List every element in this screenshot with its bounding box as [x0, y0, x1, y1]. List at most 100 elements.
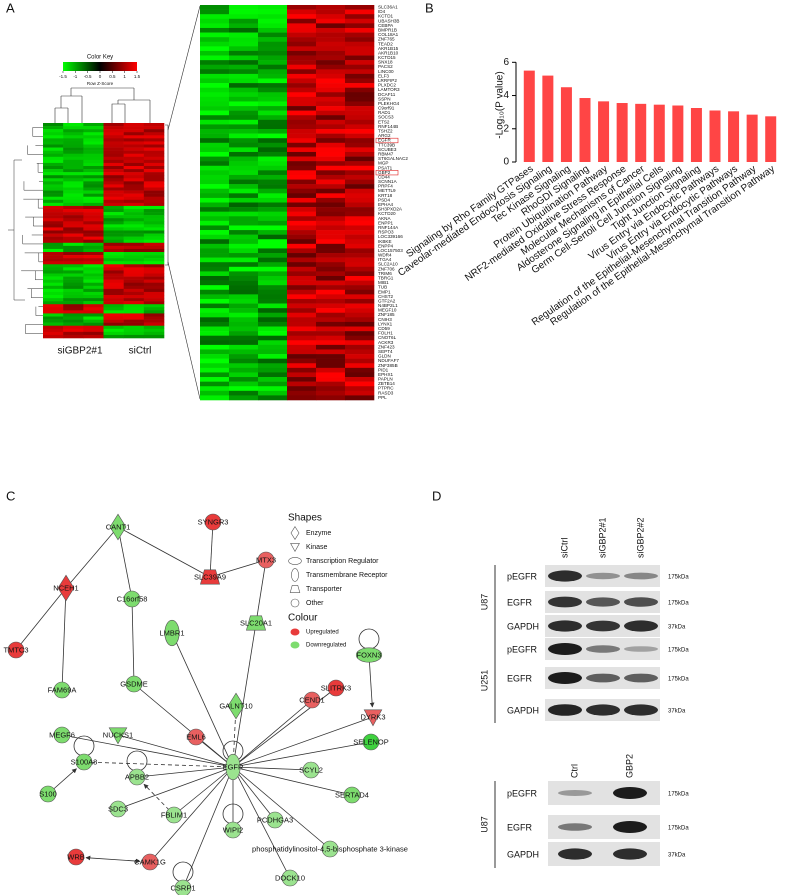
heatmap-cell: [229, 138, 259, 144]
heatmap-cell: [345, 193, 375, 199]
node-label: PCDHGA3: [257, 815, 293, 824]
heatmap-cell: [316, 83, 346, 88]
heatmap-cell: [316, 220, 346, 226]
heatmap-cell: [316, 23, 346, 29]
heatmap-cell: [229, 119, 259, 125]
heatmap-cell: [143, 196, 165, 201]
heatmap-cell: [43, 218, 64, 222]
heatmap-cell: [229, 372, 259, 378]
heatmap-cell: [103, 187, 124, 191]
heatmap-cell: [63, 156, 84, 161]
heatmap-cell: [345, 253, 375, 258]
heatmap-cell: [316, 234, 346, 240]
heatmap-cell: [63, 313, 84, 317]
heatmap-cell: [83, 236, 104, 241]
heatmap-cell: [229, 188, 259, 194]
heatmap-cell: [63, 159, 84, 164]
heatmap-cell: [316, 193, 346, 199]
heatmap-cell: [200, 257, 230, 263]
gene-label: IKBKE: [378, 239, 392, 244]
heatmap-cell: [316, 60, 346, 66]
heatmap-cell: [229, 211, 259, 217]
heatmap-cell: [229, 92, 259, 98]
heatmap-cell: [143, 215, 165, 219]
heatmap-cell: [229, 335, 259, 341]
heatmap-cell: [229, 308, 259, 314]
heatmap-cell: [103, 166, 124, 170]
heatmap-cell: [43, 261, 64, 265]
heatmap-cell: [287, 289, 317, 295]
heatmap-cell: [63, 175, 84, 179]
heatmap-cell: [103, 169, 124, 173]
heatmap-cell: [63, 126, 84, 130]
heatmap-cell: [143, 153, 165, 158]
heatmap-cell: [258, 253, 288, 258]
gene-label: TEAD2: [378, 41, 393, 46]
node: [302, 761, 320, 779]
band: [624, 597, 658, 607]
heatmap-cell: [229, 349, 259, 355]
heatmap-cell: [345, 271, 375, 277]
heatmap-cell: [229, 147, 259, 153]
size-label: 37kDa: [668, 709, 686, 715]
heatmap-cell: [143, 285, 165, 290]
legend-label: Enzyme: [306, 530, 331, 537]
heatmap-cell: [143, 334, 165, 339]
heatmap-cell: [287, 165, 317, 171]
heatmap-cell: [345, 363, 375, 369]
heatmap-cell: [143, 175, 165, 179]
heatmap-cell: [229, 354, 259, 359]
heatmap-cell: [83, 291, 104, 296]
heatmap-cell: [287, 358, 317, 364]
heatmap-cell: [103, 261, 124, 265]
heatmap-cell: [143, 328, 165, 333]
heatmap-cell: [316, 298, 346, 304]
heatmap-cell: [316, 285, 346, 291]
heatmap-cell: [43, 129, 64, 133]
heatmap-cell: [143, 126, 165, 130]
heatmap-cell: [143, 295, 165, 299]
heatmap-cell: [316, 87, 346, 93]
heatmap-cell: [229, 390, 259, 396]
y-tick-label: 2: [503, 123, 509, 134]
heatmap-cell: [43, 215, 64, 219]
heatmap-cell: [229, 344, 259, 350]
protein-label: pEGFR: [507, 788, 538, 798]
heatmap-cell: [83, 190, 104, 194]
legend-label: Transporter: [306, 586, 343, 593]
heatmap-cell: [43, 307, 64, 311]
heatmap-cell: [229, 225, 259, 231]
heatmap-cell: [229, 395, 259, 401]
heatmap-cell: [258, 294, 288, 300]
heatmap-cell: [229, 202, 259, 208]
heatmap-cell: [123, 236, 145, 241]
heatmap-cell: [83, 282, 104, 287]
heatmap-cell: [258, 326, 288, 332]
heatmap-cell: [316, 381, 346, 387]
heatmap-cell: [258, 275, 288, 281]
heatmap-cell: [316, 5, 346, 10]
heatmap-cell: [316, 78, 346, 84]
gene-label: NDUFAF7: [378, 358, 399, 363]
heatmap-cell: [287, 170, 317, 176]
heatmap-cell: [143, 132, 165, 136]
heatmap-cell: [229, 27, 259, 33]
gene-label: LOC157503: [378, 248, 403, 253]
heatmap-cell: [200, 303, 230, 309]
heatmap-cell: [229, 317, 259, 323]
heatmap-cell: [316, 216, 346, 222]
heatmap-cell: [316, 294, 346, 300]
heatmap-cell: [123, 212, 145, 216]
heatmap-cell: [229, 275, 259, 281]
heatmap-cell: [63, 255, 84, 259]
heatmap-cell: [287, 386, 317, 392]
heatmap-cell: [345, 211, 375, 217]
heatmap-cell: [200, 289, 230, 295]
edge: [117, 734, 234, 768]
heatmap-cell: [200, 372, 230, 378]
heatmap-cell: [200, 363, 230, 369]
heatmap-cell: [143, 319, 165, 323]
heatmap-cell: [200, 87, 230, 93]
heatmap-cell: [345, 266, 375, 272]
bar: [653, 104, 665, 162]
